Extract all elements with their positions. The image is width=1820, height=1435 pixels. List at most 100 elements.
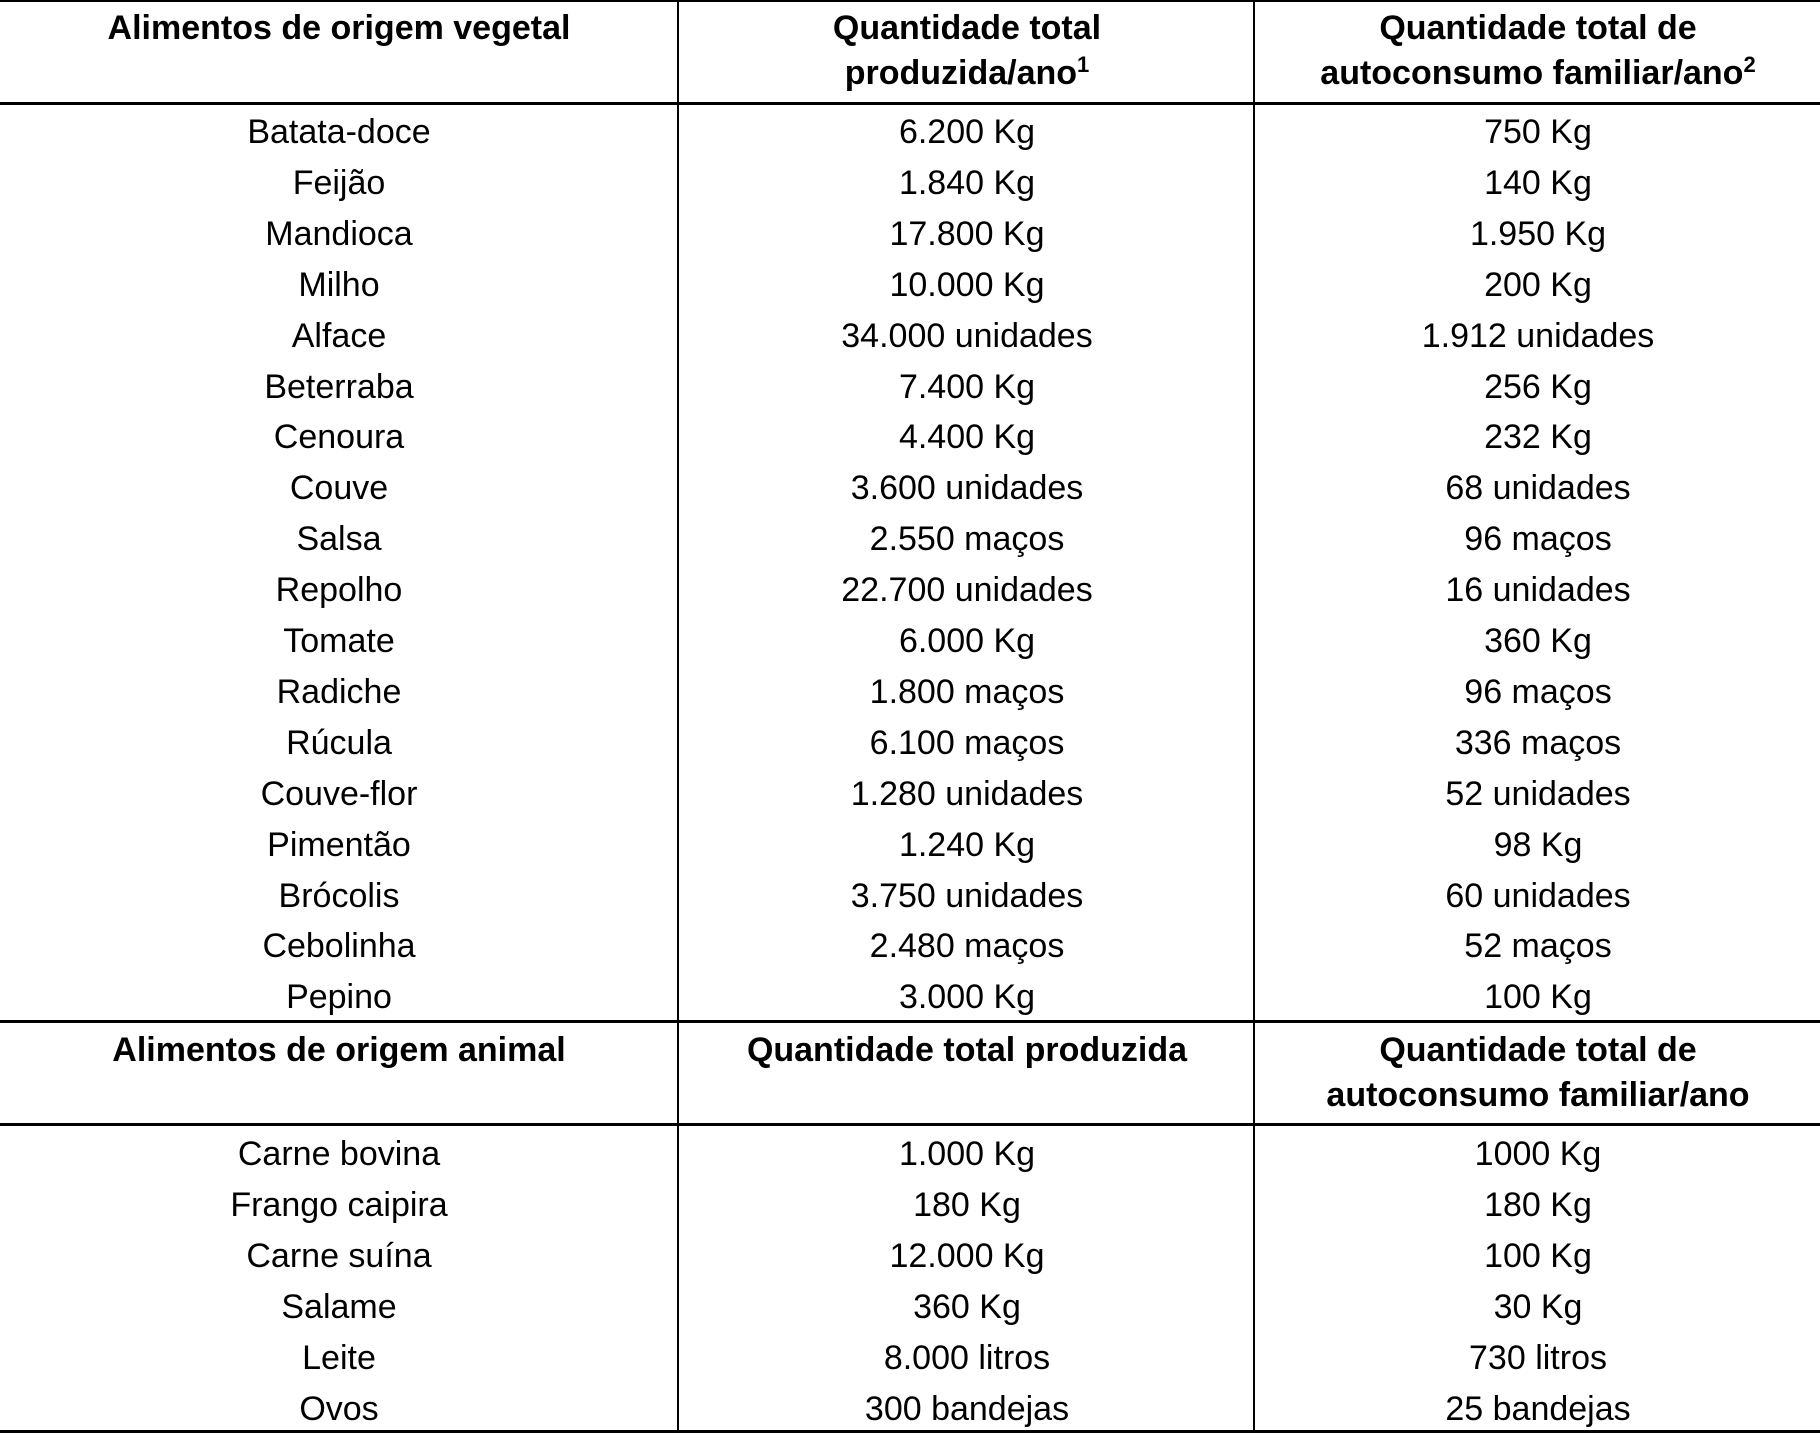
header-line-1: Quantidade total de	[1379, 9, 1697, 47]
cell-food: Frango caipira	[230, 1185, 448, 1224]
cell-produced: 8.000 litros	[883, 1338, 1051, 1377]
cell-self-consumption: 25 bandejas	[1445, 1389, 1631, 1428]
table-row: Pepino 3.000 Kg 100 Kg	[0, 972, 1820, 1023]
cell-food: Leite	[302, 1338, 376, 1377]
cell-food: Cebolinha	[262, 927, 416, 966]
cell-food: Rúcula	[286, 723, 392, 762]
cell-food: Ovos	[299, 1389, 379, 1428]
vegetal-header-produced: Quantidade total produzida/ano1	[680, 6, 1254, 96]
cell-produced: 1.800 maços	[869, 672, 1065, 711]
header-line-2: autoconsumo familiar/ano2	[1256, 51, 1820, 96]
header-line-1: Quantidade total de	[1379, 1031, 1697, 1069]
cell-self-consumption: 200 Kg	[1484, 265, 1592, 304]
cell-food: Radiche	[276, 672, 402, 711]
cell-food: Tomate	[283, 622, 395, 660]
cell-produced: 1.840 Kg	[898, 163, 1036, 202]
header-line-2: produzida/ano1	[680, 51, 1254, 96]
animal-header-divider	[0, 1123, 1820, 1126]
cell-produced: 1.000 Kg	[898, 1135, 1036, 1173]
cell-food: Carne bovina	[237, 1135, 441, 1173]
table-row: Brócolis 3.750 unidades 60 unidades	[0, 871, 1820, 922]
table-row: Batata-doce 6.200 Kg 750 Kg	[0, 107, 1820, 158]
cell-self-consumption: 52 unidades	[1445, 774, 1631, 813]
table-row: Salame 360 Kg 30 Kg	[0, 1282, 1820, 1333]
cell-self-consumption: 98 Kg	[1493, 825, 1583, 864]
cell-produced: 300 bandejas	[864, 1389, 1070, 1428]
cell-food: Repolho	[275, 571, 403, 610]
cell-food: Alface	[291, 316, 387, 355]
cell-self-consumption: 96 maços	[1464, 520, 1612, 559]
cell-produced: 34.000 unidades	[841, 316, 1093, 355]
column-divider-2	[1253, 0, 1255, 1433]
vegetal-header-self-consumption: Quantidade total de autoconsumo familiar…	[1256, 6, 1820, 96]
cell-food: Feijão	[292, 163, 386, 202]
cell-self-consumption: 100 Kg	[1484, 1236, 1592, 1275]
table-row: Frango caipira 180 Kg 180 Kg	[0, 1180, 1820, 1231]
cell-produced: 6.100 maços	[869, 723, 1065, 762]
table-row: Carne suína 12.000 Kg 100 Kg	[0, 1231, 1820, 1282]
cell-food: Mandioca	[265, 214, 413, 253]
cell-food: Brócolis	[278, 876, 400, 915]
table-row: Cebolinha 2.480 maços 52 maços	[0, 921, 1820, 972]
table-row: Radiche 1.800 maços 96 maços	[0, 667, 1820, 718]
table-row: Beterraba 7.400 Kg 256 Kg	[0, 362, 1820, 413]
cell-food: Pepino	[286, 978, 392, 1017]
cell-food: Couve-flor	[260, 774, 418, 813]
cell-produced: 3.000 Kg	[898, 978, 1036, 1017]
cell-produced: 1.240 Kg	[898, 825, 1036, 864]
cell-food: Pimentão	[267, 825, 411, 864]
cell-produced: 7.400 Kg	[898, 367, 1036, 406]
cell-self-consumption: 180 Kg	[1484, 1185, 1592, 1224]
table-row: Salsa 2.550 maços 96 maços	[0, 514, 1820, 565]
animal-header-self-consumption: Quantidade total de autoconsumo familiar…	[1256, 1028, 1820, 1118]
cell-produced: 360 Kg	[913, 1287, 1021, 1326]
table-row: Couve 3.600 unidades 68 unidades	[0, 463, 1820, 514]
table-row: Rúcula 6.100 maços 336 maços	[0, 718, 1820, 769]
cell-food: Salame	[281, 1287, 397, 1326]
cell-produced: 180 Kg	[913, 1185, 1021, 1224]
cell-produced: 3.750 unidades	[850, 876, 1084, 915]
header-text: Alimentos de origem vegetal	[107, 9, 571, 47]
cell-produced: 17.800 Kg	[889, 214, 1045, 253]
vegetal-header-divider	[0, 102, 1820, 105]
table-row: Repolho 22.700 unidades 16 unidades	[0, 565, 1820, 616]
footnote-marker: 1	[1077, 52, 1090, 77]
cell-produced: 12.000 Kg	[889, 1236, 1045, 1275]
table-row: Pimentão 1.240 Kg 98 Kg	[0, 820, 1820, 871]
cell-self-consumption: 60 unidades	[1445, 876, 1631, 915]
cell-self-consumption: 1.912 unidades	[1421, 316, 1655, 355]
table-row: Carne bovina 1.000 Kg 1000 Kg	[0, 1129, 1820, 1180]
cell-self-consumption: 16 unidades	[1445, 571, 1631, 610]
table-top-border	[0, 0, 1820, 2]
cell-produced: 4.400 Kg	[898, 418, 1036, 457]
table-row: Feijão 1.840 Kg 140 Kg	[0, 158, 1820, 209]
cell-self-consumption: 750 Kg	[1484, 113, 1592, 151]
table-row: Milho 10.000 Kg 200 Kg	[0, 260, 1820, 311]
cell-food: Beterraba	[264, 367, 414, 406]
column-divider-1	[677, 0, 679, 1433]
footnote-marker: 2	[1743, 52, 1756, 77]
cell-produced: 6.200 Kg	[898, 113, 1036, 151]
cell-self-consumption: 100 Kg	[1484, 978, 1592, 1017]
cell-food: Milho	[298, 265, 380, 304]
cell-self-consumption: 256 Kg	[1484, 367, 1592, 406]
cell-food: Cenoura	[273, 418, 405, 457]
cell-food: Batata-doce	[247, 113, 431, 151]
table-bottom-border	[0, 1430, 1820, 1433]
header-line-2: autoconsumo familiar/ano	[1326, 1076, 1750, 1114]
cell-self-consumption: 30 Kg	[1493, 1287, 1583, 1326]
cell-self-consumption: 730 litros	[1469, 1338, 1607, 1377]
header-text: Alimentos de origem animal	[112, 1031, 566, 1069]
table-row: Ovos 300 bandejas 25 bandejas	[0, 1384, 1820, 1435]
table-row: Mandioca 17.800 Kg 1.950 Kg	[0, 209, 1820, 260]
cell-produced: 3.600 unidades	[850, 469, 1084, 508]
cell-self-consumption: 232 Kg	[1484, 418, 1592, 457]
table-row: Leite 8.000 litros 730 litros	[0, 1333, 1820, 1384]
header-text: produzida/ano	[844, 54, 1078, 92]
section-divider	[0, 1020, 1820, 1023]
cell-self-consumption: 336 maços	[1454, 723, 1622, 762]
cell-self-consumption: 360 Kg	[1484, 622, 1592, 660]
animal-header-food: Alimentos de origem animal	[0, 1028, 678, 1073]
header-text: autoconsumo familiar/ano	[1320, 54, 1744, 92]
